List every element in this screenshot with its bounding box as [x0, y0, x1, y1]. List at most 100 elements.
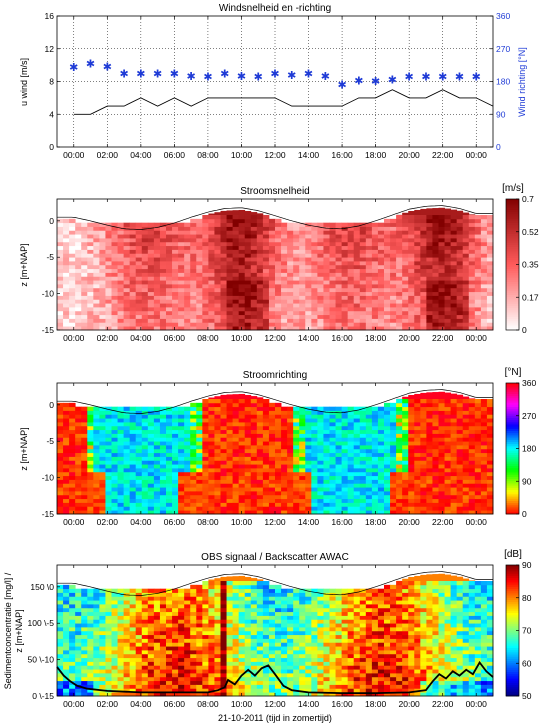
heatmap-cell [141, 460, 149, 465]
heatmap-cell [335, 238, 343, 243]
heatmap-cell [268, 448, 276, 454]
heatmap-cell [262, 249, 270, 254]
heatmap-cell [323, 226, 330, 231]
heatmap-cell [57, 234, 64, 239]
heatmap-cell [268, 452, 276, 457]
heatmap-cell [426, 437, 433, 442]
heatmap-cell [341, 452, 349, 457]
heatmap-cell [474, 475, 482, 480]
heatmap-surface-cell [426, 392, 433, 400]
heatmap-cell [135, 326, 143, 331]
heatmap-cell [365, 253, 373, 258]
heatmap-cell [232, 448, 240, 454]
heatmap-cell [432, 241, 439, 247]
heatmap-cell [268, 506, 276, 511]
heatmap-cell [250, 460, 258, 465]
heatmap-cell [208, 280, 215, 285]
heatmap-cell [105, 491, 112, 496]
heatmap-cell [63, 326, 70, 331]
heatmap-cell [111, 680, 118, 685]
heatmap-cell [81, 468, 88, 473]
heatmap-cell [329, 264, 336, 270]
heatmap-cell [474, 510, 482, 515]
heatmap-cell [444, 464, 452, 469]
heatmap-cell [293, 456, 300, 461]
heatmap-cell [408, 241, 415, 247]
heatmap-cell [444, 445, 452, 450]
heatmap-cell [57, 604, 64, 609]
heatmap-cell [63, 684, 70, 689]
heatmap-cell [275, 238, 282, 243]
heatmap-cell [141, 280, 149, 285]
heatmap-cell [63, 596, 70, 601]
heatmap-cell [480, 445, 488, 450]
heatmap-cell [172, 257, 179, 262]
heatmap-cell [262, 418, 270, 423]
heatmap-cell [123, 268, 131, 273]
heatmap-cell [105, 627, 112, 632]
heatmap-cell [474, 437, 482, 442]
heatmap-cell [232, 295, 240, 300]
heatmap-cell [99, 410, 106, 415]
heatmap-cell [341, 326, 349, 331]
heatmap-cell [281, 422, 288, 427]
heatmap-cell [123, 684, 131, 689]
heatmap-cell [438, 257, 445, 262]
heatmap-cell [141, 680, 149, 685]
heatmap-cell [420, 322, 427, 327]
heatmap-cell [147, 307, 155, 312]
heatmap-cell [87, 596, 94, 601]
heatmap-cell [444, 318, 452, 323]
heatmap-cell [111, 222, 118, 227]
heatmap-cell [420, 483, 427, 488]
heatmap-cell [420, 241, 427, 247]
heatmap-cell [111, 445, 118, 450]
heatmap-cell [129, 464, 137, 469]
heatmap-cell [141, 314, 149, 319]
heatmap-cell [311, 410, 318, 415]
heatmap-cell [299, 418, 306, 423]
heatmap-cell [123, 433, 131, 438]
heatmap-cell [190, 326, 197, 331]
heatmap-cell [256, 287, 264, 293]
heatmap-cell [57, 657, 64, 662]
heatmap-cell [444, 245, 452, 250]
heatmap-cell [390, 418, 397, 423]
heatmap-cell [275, 261, 282, 266]
heatmap-cell [232, 491, 240, 496]
heatmap-cell [287, 257, 294, 262]
heatmap-cell [474, 425, 482, 431]
heatmap-cell [196, 402, 203, 408]
heatmap-cell [341, 429, 349, 434]
heatmap-cell [335, 253, 343, 258]
heatmap-cell [256, 295, 264, 300]
heatmap-cell [299, 276, 306, 281]
heatmap-cell [384, 433, 391, 438]
heatmap-cell [262, 422, 270, 427]
heatmap-cell [299, 494, 306, 500]
heatmap-cell [384, 460, 391, 465]
heatmap-cell [450, 468, 458, 473]
heatmap-cell [81, 502, 88, 507]
heatmap-cell [141, 464, 149, 469]
heatmap-cell [474, 307, 482, 312]
heatmap-cell [57, 468, 64, 473]
heatmap-cell [250, 218, 258, 224]
heatmap-cell [57, 487, 64, 492]
heatmap-cell [184, 230, 191, 235]
colorbar-swatch [506, 205, 519, 209]
heatmap-cell [238, 471, 246, 477]
heatmap-cell [281, 441, 288, 446]
heatmap-cell [214, 326, 221, 331]
heatmap-surface-cell [450, 393, 458, 400]
wind-direction-marker: ✱ [170, 69, 179, 81]
heatmap-cell [93, 475, 100, 480]
heatmap-cell [311, 307, 318, 312]
heatmap-cell [238, 291, 246, 296]
heatmap-cell [432, 464, 439, 469]
heatmap-cell [153, 506, 161, 511]
heatmap-cell [377, 456, 385, 461]
heatmap-cell [75, 410, 82, 415]
heatmap-cell [105, 222, 112, 227]
heatmap-cell [311, 437, 318, 442]
